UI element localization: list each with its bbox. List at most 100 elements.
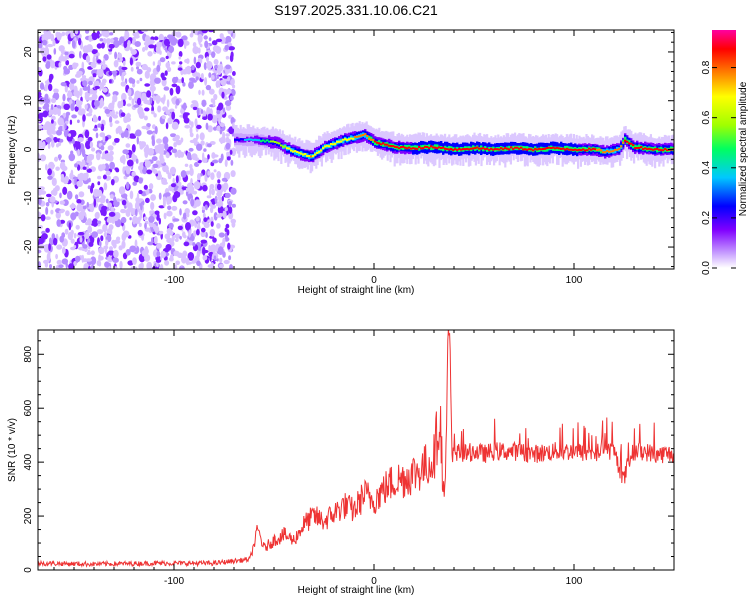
noise-speckle	[217, 246, 224, 256]
noise-speckle	[76, 180, 83, 187]
ridge-cell	[392, 145, 395, 148]
noise-speckle	[155, 145, 161, 154]
ridge-cell	[476, 146, 479, 149]
noise-speckle	[231, 221, 236, 228]
ridge-cell	[240, 138, 243, 141]
noise-speckle	[166, 99, 170, 108]
noise-speckle	[70, 169, 74, 176]
noise-speckle	[82, 205, 87, 210]
noise-speckle	[198, 36, 201, 45]
noise-speckle	[47, 175, 53, 180]
noise-speckle	[125, 143, 131, 148]
noise-speckle	[165, 122, 169, 130]
noise-speckle	[74, 163, 78, 168]
noise-speckle	[58, 210, 64, 214]
noise-speckle	[62, 199, 69, 207]
noise-speckle	[150, 194, 157, 201]
ridge-cell	[304, 152, 307, 158]
noise-speckle	[141, 125, 148, 130]
noise-speckle	[226, 151, 230, 156]
noise-speckle	[189, 132, 194, 138]
noise-speckle	[97, 68, 104, 77]
noise-speckle	[152, 124, 156, 130]
noise-speckle	[200, 230, 206, 238]
noise-speckle	[138, 189, 143, 195]
noise-speckle	[139, 77, 143, 82]
noise-speckle	[218, 116, 221, 125]
ridge-cell	[400, 146, 403, 149]
noise-speckle	[85, 30, 90, 34]
ridge-cell	[342, 138, 345, 141]
ridge-cell	[626, 140, 629, 143]
noise-speckle	[99, 33, 102, 37]
noise-speckle	[167, 117, 173, 125]
noise-speckle	[44, 84, 48, 92]
noise-speckle	[56, 219, 61, 227]
noise-speckle	[192, 210, 198, 216]
noise-speckle	[173, 142, 177, 148]
noise-speckle	[219, 257, 223, 263]
noise-speckle	[149, 96, 153, 105]
noise-speckle	[102, 87, 108, 93]
ridge-cell	[436, 144, 439, 149]
ridge-cell	[584, 146, 587, 152]
noise-speckle	[164, 142, 169, 151]
noise-speckle	[151, 81, 156, 86]
ridge-cell	[440, 147, 443, 149]
noise-speckle	[81, 159, 86, 166]
noise-speckle	[59, 219, 66, 224]
noise-speckle	[163, 212, 167, 220]
noise-speckle	[48, 243, 51, 251]
ridge-cell	[278, 142, 281, 147]
noise-speckle	[165, 152, 170, 159]
noise-speckle	[154, 95, 161, 102]
ridge-cell	[494, 148, 497, 151]
noise-speckle	[182, 112, 188, 120]
x-tick-label: -100	[164, 576, 184, 587]
noise-speckle	[101, 163, 106, 170]
noise-speckle	[227, 242, 231, 250]
ridge-cell	[656, 148, 659, 153]
noise-speckle	[74, 255, 81, 263]
noise-speckle	[195, 216, 200, 222]
noise-speckle	[105, 198, 109, 204]
noise-speckle	[124, 129, 129, 138]
noise-speckle	[200, 73, 204, 80]
noise-speckle	[58, 45, 65, 52]
noise-speckle	[56, 129, 62, 136]
noise-speckle	[90, 234, 93, 244]
ridge-cell	[478, 147, 481, 150]
noise-speckle	[192, 42, 197, 48]
noise-speckle	[143, 115, 148, 121]
noise-speckle	[224, 89, 232, 95]
noise-speckle	[207, 170, 211, 176]
noise-speckle	[132, 181, 137, 186]
noise-speckle	[223, 182, 229, 191]
noise-speckle	[129, 190, 134, 200]
noise-speckle	[201, 227, 206, 233]
noise-speckle	[216, 196, 222, 200]
noise-speckle	[74, 176, 77, 185]
ridge-cell	[628, 142, 631, 145]
noise-speckle	[213, 255, 217, 261]
ridge-cell	[448, 145, 451, 151]
noise-speckle	[57, 108, 61, 117]
ridge-cell	[480, 147, 483, 150]
ridge-cell	[394, 145, 397, 148]
noise-speckle	[201, 89, 205, 96]
ridge-cell	[296, 150, 299, 156]
ridge-cell	[640, 146, 643, 149]
noise-speckle	[145, 197, 150, 204]
noise-speckle	[184, 208, 190, 215]
ridge-cell	[412, 147, 415, 150]
noise-speckle	[208, 88, 215, 95]
noise-speckle	[146, 123, 151, 128]
noise-speckle	[173, 250, 180, 257]
noise-speckle	[196, 143, 203, 151]
noise-speckle	[45, 163, 48, 171]
noise-speckle	[100, 97, 104, 106]
ridge-cell	[246, 138, 249, 141]
ridge-cell	[418, 146, 421, 148]
ridge-cell	[670, 146, 673, 151]
noise-speckle	[156, 250, 161, 257]
